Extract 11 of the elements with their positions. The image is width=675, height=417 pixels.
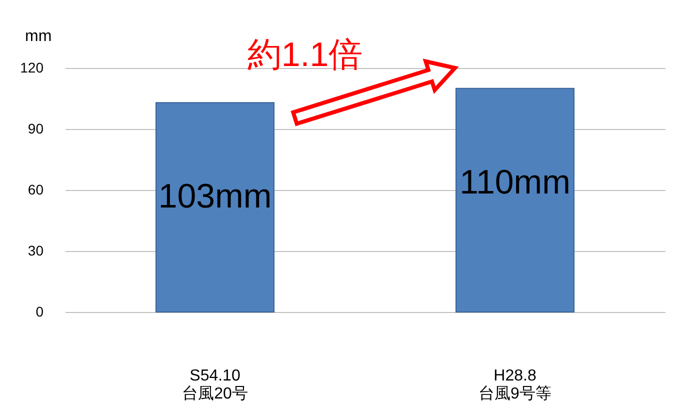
y-axis-title: mm <box>25 28 52 45</box>
y-tick-label: 30 <box>28 242 44 258</box>
y-tick-label: 0 <box>36 304 44 320</box>
y-tick-label: 120 <box>20 60 44 76</box>
x-tick-label: H28.8 台風9号等 <box>478 368 552 402</box>
y-tick-label: 90 <box>28 120 44 136</box>
annotation: 約1.1倍 <box>247 36 363 74</box>
data-label: 110mm <box>460 163 570 202</box>
y-tick-label: 60 <box>28 182 44 198</box>
data-label: 103mm <box>158 178 272 216</box>
x-tick-label: S54.10 台風20号 <box>182 368 248 402</box>
